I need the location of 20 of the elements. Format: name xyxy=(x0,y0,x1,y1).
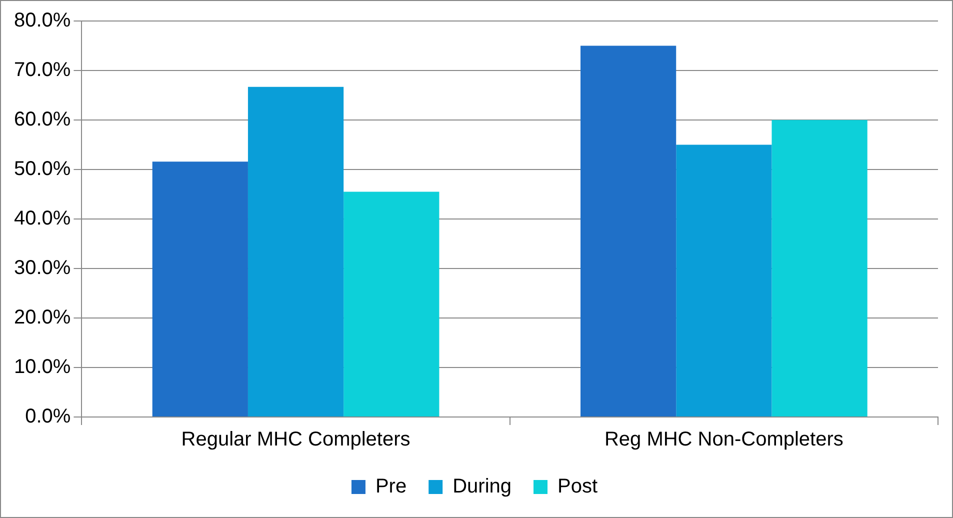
legend-label: Post xyxy=(558,476,598,498)
bar xyxy=(772,120,868,416)
y-tick-label: 20.0% xyxy=(14,306,71,329)
x-tick-label: Regular MHC Completers xyxy=(181,428,410,451)
bar xyxy=(344,192,440,416)
y-tick-label: 10.0% xyxy=(14,356,71,378)
y-tick-label: 70.0% xyxy=(14,59,71,82)
bar xyxy=(580,46,676,416)
bar xyxy=(248,86,344,416)
y-tick-label: 30.0% xyxy=(14,257,71,280)
bar xyxy=(152,162,248,416)
legend-label: Pre xyxy=(375,476,407,498)
y-tick-label: 60.0% xyxy=(14,108,71,131)
bar xyxy=(676,144,772,416)
legend-label: During xyxy=(452,476,512,498)
x-tick-label: Reg MHC Non-Completers xyxy=(604,428,844,451)
y-tick-label: 80.0% xyxy=(14,10,71,32)
y-tick-label: 40.0% xyxy=(14,208,71,230)
y-tick-label: 50.0% xyxy=(14,158,71,180)
y-tick-label: 0.0% xyxy=(25,406,71,428)
